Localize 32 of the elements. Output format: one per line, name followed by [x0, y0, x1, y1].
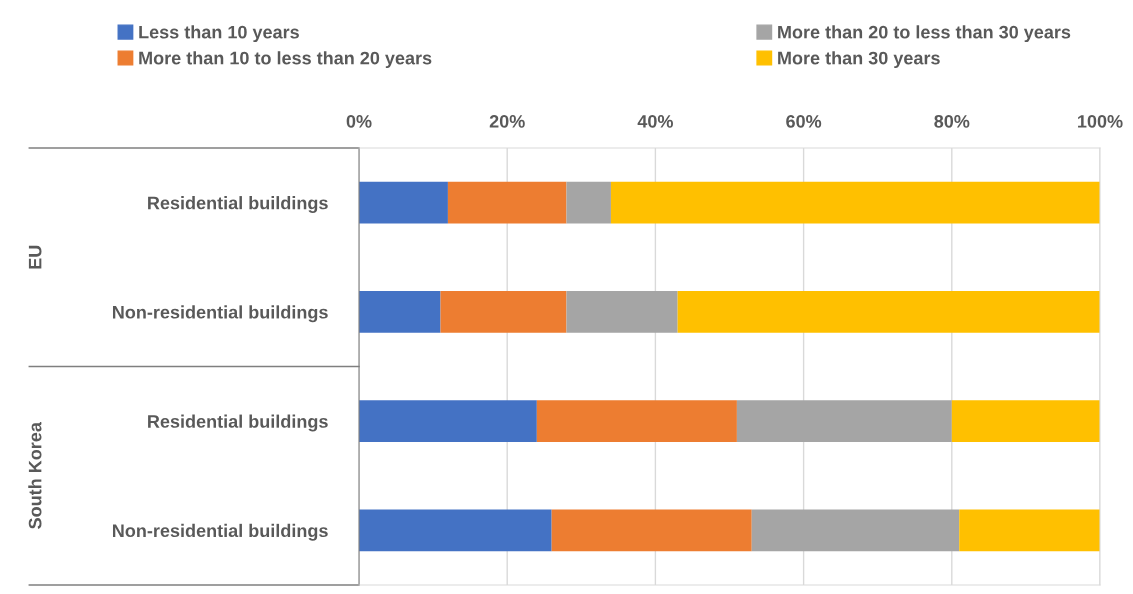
y-tick-label: Residential buildings — [148, 196, 328, 213]
x-tick-label: 60% — [786, 114, 822, 128]
y-tick-label: Non-residential buildings — [112, 305, 328, 323]
y-tick-label: Residential buildings — [148, 414, 328, 432]
legend-label: Less than 10 years — [139, 25, 299, 43]
bar — [959, 509, 1100, 552]
bar — [951, 400, 1100, 442]
bar — [551, 509, 752, 552]
text: EU — [28, 245, 42, 269]
bar — [566, 181, 611, 224]
bar — [359, 181, 448, 224]
text: South Korea — [28, 421, 42, 529]
x-tick-label: 40% — [637, 114, 673, 128]
x-tick-label: 0% — [346, 114, 372, 128]
bar — [447, 181, 567, 224]
legend-label: More than 30 years — [778, 51, 940, 69]
bar — [677, 291, 1100, 333]
bar — [736, 400, 952, 442]
legend-label: More than 20 to less than 30 years — [778, 25, 1071, 43]
bar — [536, 400, 737, 442]
bar — [359, 291, 441, 333]
bar — [566, 291, 678, 333]
bar — [610, 181, 1100, 224]
y-tick-label: Non-residential buildings — [112, 523, 328, 541]
bar — [440, 291, 567, 333]
bar — [359, 509, 552, 552]
bar — [359, 400, 537, 442]
x-tick-label: 100% — [1078, 114, 1123, 128]
x-tick-label: 20% — [489, 114, 525, 128]
legend-label: More than 10 to less than 20 years — [139, 51, 432, 69]
bar — [751, 509, 960, 552]
x-tick-label: 80% — [934, 114, 970, 128]
